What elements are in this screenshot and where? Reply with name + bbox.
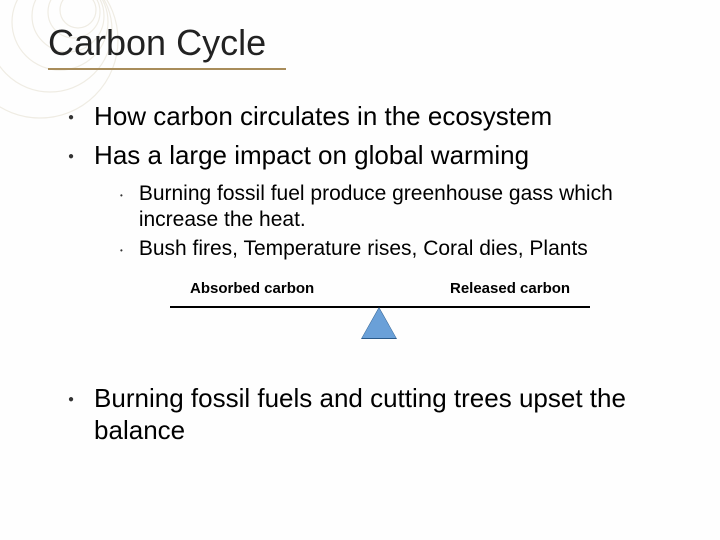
bullet-dot-icon: ● xyxy=(68,394,74,405)
bullet-level2: • Bush fires, Temperature rises, Coral d… xyxy=(120,236,680,262)
balance-left-label: Absorbed carbon xyxy=(190,280,314,297)
bullet-level1: ● Burning fossil fuels and cutting trees… xyxy=(68,382,680,447)
bullet-dot-icon: • xyxy=(120,191,123,200)
balance-diagram: Absorbed carbon Released carbon xyxy=(150,280,630,360)
bullet-text: How carbon circulates in the ecosystem xyxy=(94,100,552,133)
bullet-text: Bush fires, Temperature rises, Coral die… xyxy=(139,236,588,262)
bullet-dot-icon: • xyxy=(120,246,123,255)
bullet-level1: ● How carbon circulates in the ecosystem xyxy=(68,100,680,133)
slide-title: Carbon Cycle xyxy=(48,22,286,70)
bullet-text: Has a large impact on global warming xyxy=(94,139,529,172)
balance-right-label: Released carbon xyxy=(450,280,570,297)
bullet-dot-icon: ● xyxy=(68,112,74,123)
balance-fulcrum-icon xyxy=(362,308,396,338)
slide-body: ● How carbon circulates in the ecosystem… xyxy=(50,100,680,453)
bullet-level2: • Burning fossil fuel produce greenhouse… xyxy=(120,181,680,234)
bullet-dot-icon: ● xyxy=(68,151,74,162)
bullet-text: Burning fossil fuels and cutting trees u… xyxy=(94,382,680,447)
bullet-text: Burning fossil fuel produce greenhouse g… xyxy=(139,181,680,234)
bullet-level1: ● Has a large impact on global warming xyxy=(68,139,680,172)
